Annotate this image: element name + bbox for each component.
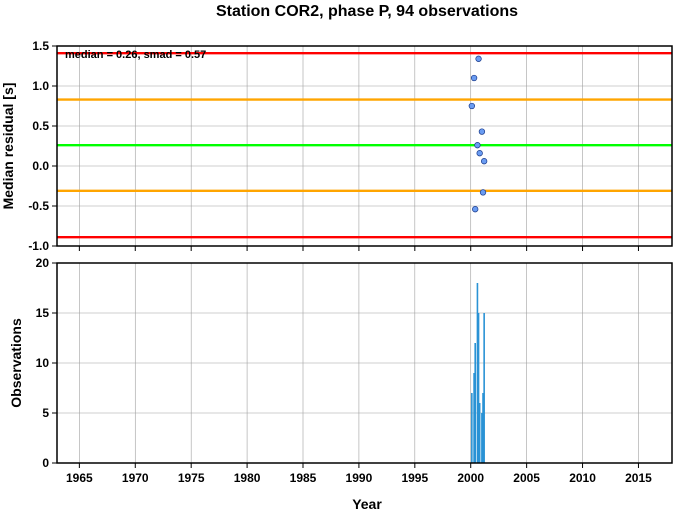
observations-y-tick-label: 5 (42, 406, 49, 420)
observation-bar (474, 343, 476, 463)
residual-y-tick-label: -1.0 (28, 239, 49, 253)
x-tick-label: 2000 (457, 471, 484, 485)
residual-y-tick-label: -0.5 (28, 199, 49, 213)
residual-point (472, 206, 479, 213)
chart-title: Station COR2, phase P, 94 observations (216, 3, 518, 20)
observation-bar (476, 283, 479, 463)
observation-bar (471, 393, 473, 463)
residual-panel: -1.0 -0.5 0.0 0.5 1.0 1.5 median = 0.26, smad… (0, 39, 673, 253)
observations-grid (57, 262, 672, 464)
observations-bars (471, 283, 485, 463)
residual-y-ticks: -1.0 -0.5 0.0 0.5 1.0 1.5 (28, 39, 57, 253)
observation-bar (481, 413, 483, 463)
observations-y-tick-label: 10 (36, 356, 50, 370)
residual-point (470, 74, 478, 82)
residual-x-ticks (78, 246, 639, 251)
x-tick-label: 1965 (66, 471, 93, 485)
observations-panel: 0 5 10 15 20 1965 1970 1975 1980 1985 1990 1995 200… (8, 256, 673, 511)
residual-y-tick-label: 1.5 (32, 39, 49, 53)
residual-point (476, 150, 483, 157)
observation-bar (477, 313, 480, 463)
residual-point (480, 158, 488, 165)
residual-point (475, 55, 482, 62)
x-tick-label: 1995 (401, 471, 428, 485)
observations-y-label: Observations (8, 318, 24, 408)
observation-bar (483, 313, 485, 463)
residual-points (468, 55, 488, 213)
residual-y-tick-label: 0.5 (32, 119, 49, 133)
x-tick-label: 1975 (178, 471, 205, 485)
residual-y-label: Median residual [s] (0, 83, 16, 210)
observations-y-tick-label: 0 (42, 456, 49, 470)
observations-y-tick-label: 15 (36, 306, 50, 320)
observation-bar (478, 403, 481, 463)
residual-annotation: median = 0.26, smad = 0.57 (65, 49, 206, 61)
x-tick-label: 2015 (625, 471, 652, 485)
residual-point (478, 128, 486, 135)
x-tick-label: 1980 (234, 471, 261, 485)
residual-plot-frame (56, 45, 673, 247)
x-tick-label: 1985 (290, 471, 317, 485)
observations-y-ticks: 0 5 10 15 20 (36, 256, 57, 470)
x-tick-label: 2010 (569, 471, 596, 485)
x-tick-label: 2005 (513, 471, 540, 485)
residual-point (468, 102, 475, 110)
observations-x-ticks: 1965 1970 1975 1980 1985 1990 1995 2000 2005 2010… (66, 463, 652, 485)
x-tick-label: 1990 (346, 471, 373, 485)
observations-x-label: Year (352, 496, 382, 511)
observation-bar (473, 373, 475, 463)
residual-y-tick-label: 1.0 (32, 79, 49, 93)
residual-point (474, 142, 481, 149)
residual-y-tick-label: 0.0 (32, 159, 49, 173)
reference-lines (57, 52, 672, 239)
residual-point (479, 189, 487, 196)
x-tick-label: 1970 (122, 471, 149, 485)
observation-bar (482, 393, 484, 463)
observations-y-tick-label: 20 (36, 256, 50, 270)
